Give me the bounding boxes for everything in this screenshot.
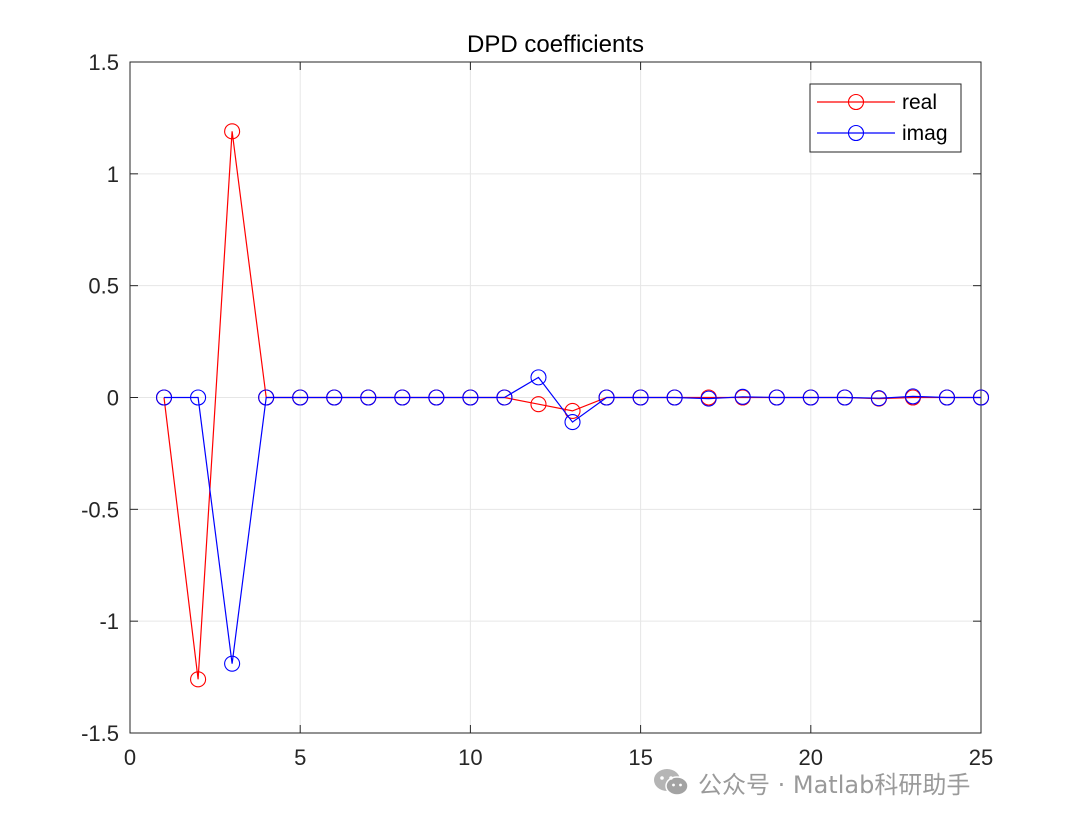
- data-point-imag: [394, 389, 411, 406]
- y-tick-label: -1.5: [81, 721, 119, 746]
- watermark: 公众号 · Matlab科研助手: [652, 762, 970, 802]
- data-point-imag: [632, 389, 649, 406]
- axis-ticks: 0 5 10 15 20 25 -1.5 -1 -0.5 0 0.5 1 1.5: [81, 50, 993, 770]
- data-point-imag: [530, 369, 547, 386]
- data-point-real: [224, 123, 241, 140]
- x-tick-label: 25: [969, 745, 993, 770]
- data-point-imag: [496, 389, 513, 406]
- legend: real imag: [809, 83, 962, 153]
- data-point-imag: [292, 389, 309, 406]
- data-point-imag: [224, 655, 241, 672]
- y-tick-label: 0.5: [88, 274, 119, 299]
- data-point-imag: [666, 389, 683, 406]
- data-point-real: [564, 402, 581, 419]
- data-point-imag: [870, 390, 887, 407]
- legend-marker-real: [847, 93, 865, 111]
- data-point-imag: [428, 389, 445, 406]
- chart-title: DPD coefficients: [467, 31, 644, 58]
- y-tick-label: -0.5: [81, 497, 119, 522]
- data-point-real: [190, 671, 207, 688]
- data-point-imag: [190, 389, 207, 406]
- data-series: [155, 123, 990, 688]
- data-point-imag: [734, 388, 751, 405]
- data-point-imag: [462, 389, 479, 406]
- data-point-imag: [326, 389, 343, 406]
- data-point-imag: [768, 389, 785, 406]
- x-tick-label: 10: [458, 745, 482, 770]
- y-tick-label: -1: [99, 609, 119, 634]
- data-point-imag: [598, 389, 615, 406]
- x-tick-label: 15: [628, 745, 652, 770]
- data-point-real: [530, 396, 547, 413]
- data-point-imag: [700, 390, 717, 407]
- legend-marker-imag: [847, 124, 865, 142]
- x-tick-label: 0: [124, 745, 136, 770]
- data-point-imag: [564, 414, 581, 431]
- data-point-imag: [155, 389, 173, 406]
- y-tick-label: 1.5: [88, 50, 119, 75]
- y-tick-label: 0: [107, 386, 119, 411]
- data-point-imag: [258, 389, 275, 406]
- legend-label-imag: imag: [902, 122, 948, 145]
- series-imag: [155, 369, 990, 672]
- series-line-imag: [164, 376, 981, 664]
- x-tick-label: 20: [799, 745, 823, 770]
- data-point-imag: [904, 388, 921, 405]
- watermark-text: 公众号 · Matlab科研助手: [698, 770, 971, 799]
- wechat-icon: [654, 769, 689, 796]
- x-tick-label: 5: [294, 745, 306, 770]
- y-tick-label: 1: [107, 162, 119, 187]
- data-point-imag: [938, 389, 956, 406]
- legend-box: [809, 83, 962, 153]
- data-point-imag: [360, 389, 377, 406]
- legend-label-real: real: [902, 91, 937, 114]
- data-point-imag: [836, 389, 853, 406]
- data-point-imag: [802, 389, 819, 406]
- data-point-imag: [972, 389, 990, 406]
